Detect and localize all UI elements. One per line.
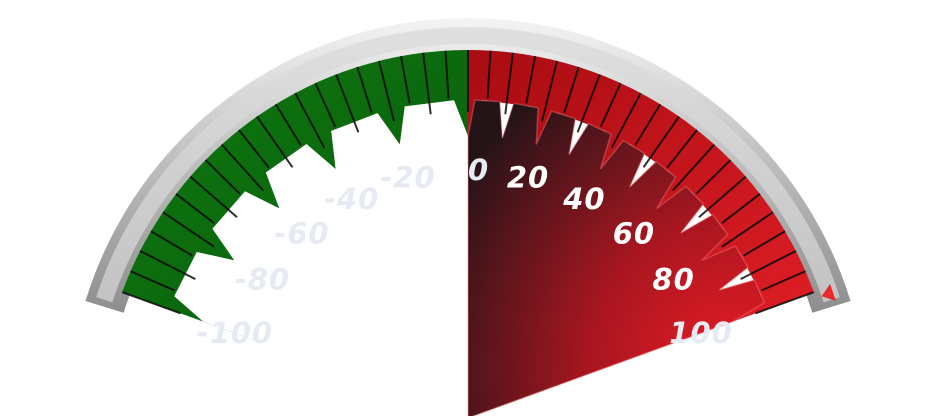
tick-mark xyxy=(274,103,302,146)
tick-mark xyxy=(294,92,326,149)
tick-mark xyxy=(378,60,395,122)
gauge-value-fill xyxy=(467,99,766,416)
tick-mark xyxy=(486,50,492,99)
tick-mark xyxy=(634,103,662,146)
tick-mark xyxy=(743,230,786,257)
tick-mark xyxy=(740,250,797,280)
tick-mark xyxy=(576,74,601,133)
tick-mark xyxy=(666,129,698,169)
tick-mark xyxy=(672,143,715,192)
tick-mark xyxy=(422,52,432,115)
tick-label: 60 xyxy=(613,217,655,251)
tick-mark xyxy=(761,270,806,292)
tick-mark xyxy=(150,230,193,257)
tick-mark xyxy=(444,50,450,99)
tick-mark xyxy=(525,55,537,104)
tick-label: 80 xyxy=(652,262,694,296)
value-fill-wedge xyxy=(467,99,766,416)
tick-label: -20 xyxy=(380,160,435,194)
tick-label: -80 xyxy=(235,262,290,296)
tick-mark xyxy=(504,52,514,115)
triangle-marker-icon xyxy=(821,283,836,301)
tick-mark xyxy=(314,82,337,128)
tick-mark xyxy=(162,211,215,248)
tick-mark xyxy=(721,211,774,248)
tick-label: 20 xyxy=(507,160,549,194)
tick-mark xyxy=(121,291,181,315)
tick-label: 0 xyxy=(468,153,489,187)
tick-label: 100 xyxy=(669,316,733,350)
gauge-rim xyxy=(85,18,851,313)
tick-mark xyxy=(695,159,732,195)
tick-mark xyxy=(721,193,761,224)
tick-mark xyxy=(130,270,175,292)
tick-mark xyxy=(204,159,241,195)
tick-label: -60 xyxy=(274,217,329,251)
tick-mark xyxy=(541,60,558,122)
tick-mark xyxy=(335,74,360,133)
tick-label: -40 xyxy=(324,182,379,216)
tick-mark xyxy=(599,82,622,128)
tick-mark xyxy=(221,143,264,192)
tick-mark xyxy=(755,291,815,315)
tick-mark xyxy=(610,92,642,149)
gauge-ticks xyxy=(121,50,815,315)
tick-mark xyxy=(175,193,215,224)
tick-mark xyxy=(189,175,238,219)
tick-mark xyxy=(356,66,373,114)
tick-mark xyxy=(139,250,196,280)
tick-mark xyxy=(256,115,294,168)
tick-mark xyxy=(238,129,270,169)
tick-mark xyxy=(563,66,580,114)
tick-mark xyxy=(399,55,411,104)
tick-mark xyxy=(642,115,680,168)
tick-label: -100 xyxy=(197,316,274,350)
tick-label: 40 xyxy=(562,182,605,216)
tick-mark xyxy=(698,175,747,219)
